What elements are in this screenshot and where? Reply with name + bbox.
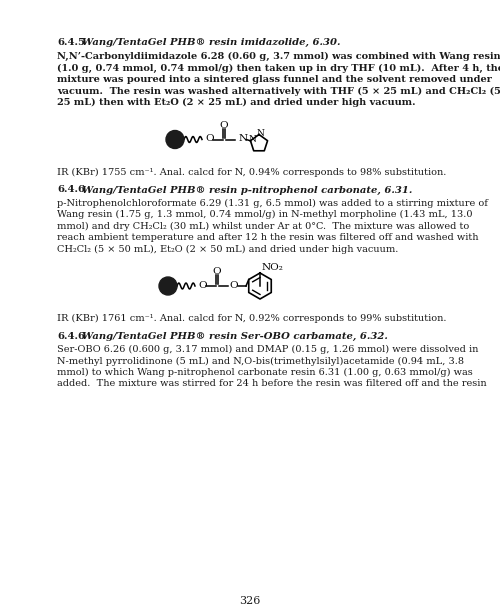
- Text: O: O: [229, 281, 237, 290]
- Text: N: N: [256, 129, 264, 138]
- Text: CH₂Cl₂ (5 × 50 mL), Et₂O (2 × 50 mL) and dried under high vacuum.: CH₂Cl₂ (5 × 50 mL), Et₂O (2 × 50 mL) and…: [57, 245, 398, 254]
- Text: added.  The mixture was stirred for 24 h before the resin was filtered off and t: added. The mixture was stirred for 24 h …: [57, 379, 486, 389]
- Circle shape: [159, 277, 177, 295]
- Text: O: O: [205, 134, 214, 143]
- Text: 326: 326: [240, 596, 260, 606]
- Text: N: N: [239, 134, 248, 143]
- Text: 6.4.6: 6.4.6: [57, 185, 85, 195]
- Text: mixture was poured into a sintered glass funnel and the solvent removed under: mixture was poured into a sintered glass…: [57, 75, 492, 84]
- Text: O: O: [212, 268, 222, 276]
- Text: 6.4.5: 6.4.5: [57, 38, 85, 47]
- Text: (1.0 g, 0.74 mmol, 0.74 mmol/g) then taken up in dry THF (10 mL).  After 4 h, th: (1.0 g, 0.74 mmol, 0.74 mmol/g) then tak…: [57, 63, 500, 73]
- Text: IR (KBr) 1755 cm⁻¹. Anal. calcd for N, 0.94% corresponds to 98% substitution.: IR (KBr) 1755 cm⁻¹. Anal. calcd for N, 0…: [57, 168, 446, 177]
- Text: Wang/TentaGel PHB® resin p-nitrophenol carbonate, 6.31.: Wang/TentaGel PHB® resin p-nitrophenol c…: [82, 185, 412, 195]
- Circle shape: [166, 131, 184, 148]
- Text: O: O: [220, 121, 228, 130]
- Text: Wang resin (1.75 g, 1.3 mmol, 0.74 mmol/g) in N-methyl morpholine (1.43 mL, 13.0: Wang resin (1.75 g, 1.3 mmol, 0.74 mmol/…: [57, 210, 472, 219]
- Text: vacuum.  The resin was washed alternatively with THF (5 × 25 mL) and CH₂Cl₂ (5 ×: vacuum. The resin was washed alternative…: [57, 87, 500, 96]
- Text: 6.4.6: 6.4.6: [57, 332, 85, 341]
- Text: IR (KBr) 1761 cm⁻¹. Anal. calcd for N, 0.92% corresponds to 99% substitution.: IR (KBr) 1761 cm⁻¹. Anal. calcd for N, 0…: [57, 314, 446, 323]
- Text: N,N’-Carbonyldiimidazole 6.28 (0.60 g, 3.7 mmol) was combined with Wang resin: N,N’-Carbonyldiimidazole 6.28 (0.60 g, 3…: [57, 52, 500, 61]
- Text: Ser-OBO 6.26 (0.600 g, 3.17 mmol) and DMAP (0.15 g, 1.26 mmol) were dissolved in: Ser-OBO 6.26 (0.600 g, 3.17 mmol) and DM…: [57, 345, 478, 354]
- Text: N: N: [248, 135, 256, 144]
- Text: Wang/TentaGel PHB® resin Ser-OBO carbamate, 6.32.: Wang/TentaGel PHB® resin Ser-OBO carbama…: [82, 332, 388, 341]
- Text: mmol) to which Wang p-nitrophenol carbonate resin 6.31 (1.00 g, 0.63 mmol/g) was: mmol) to which Wang p-nitrophenol carbon…: [57, 368, 473, 377]
- Text: O: O: [198, 281, 206, 290]
- Text: N-methyl pyrrolidinone (5 mL) and N,O-bis(trimethylsilyl)acetamide (0.94 mL, 3.8: N-methyl pyrrolidinone (5 mL) and N,O-bi…: [57, 356, 464, 365]
- Text: Wang/TentaGel PHB® resin imidazolide, 6.30.: Wang/TentaGel PHB® resin imidazolide, 6.…: [82, 38, 340, 47]
- Text: mmol) and dry CH₂Cl₂ (30 mL) whilst under Ar at 0°C.  The mixture was allowed to: mmol) and dry CH₂Cl₂ (30 mL) whilst unde…: [57, 221, 469, 231]
- Text: NO₂: NO₂: [262, 264, 284, 273]
- Text: reach ambient temperature and after 12 h the resin was filtered off and washed w: reach ambient temperature and after 12 h…: [57, 233, 478, 242]
- Text: p-Nitrophenolchloroformate 6.29 (1.31 g, 6.5 mmol) was added to a stirring mixtu: p-Nitrophenolchloroformate 6.29 (1.31 g,…: [57, 198, 488, 207]
- Text: 25 mL) then with Et₂O (2 × 25 mL) and dried under high vacuum.: 25 mL) then with Et₂O (2 × 25 mL) and dr…: [57, 98, 416, 107]
